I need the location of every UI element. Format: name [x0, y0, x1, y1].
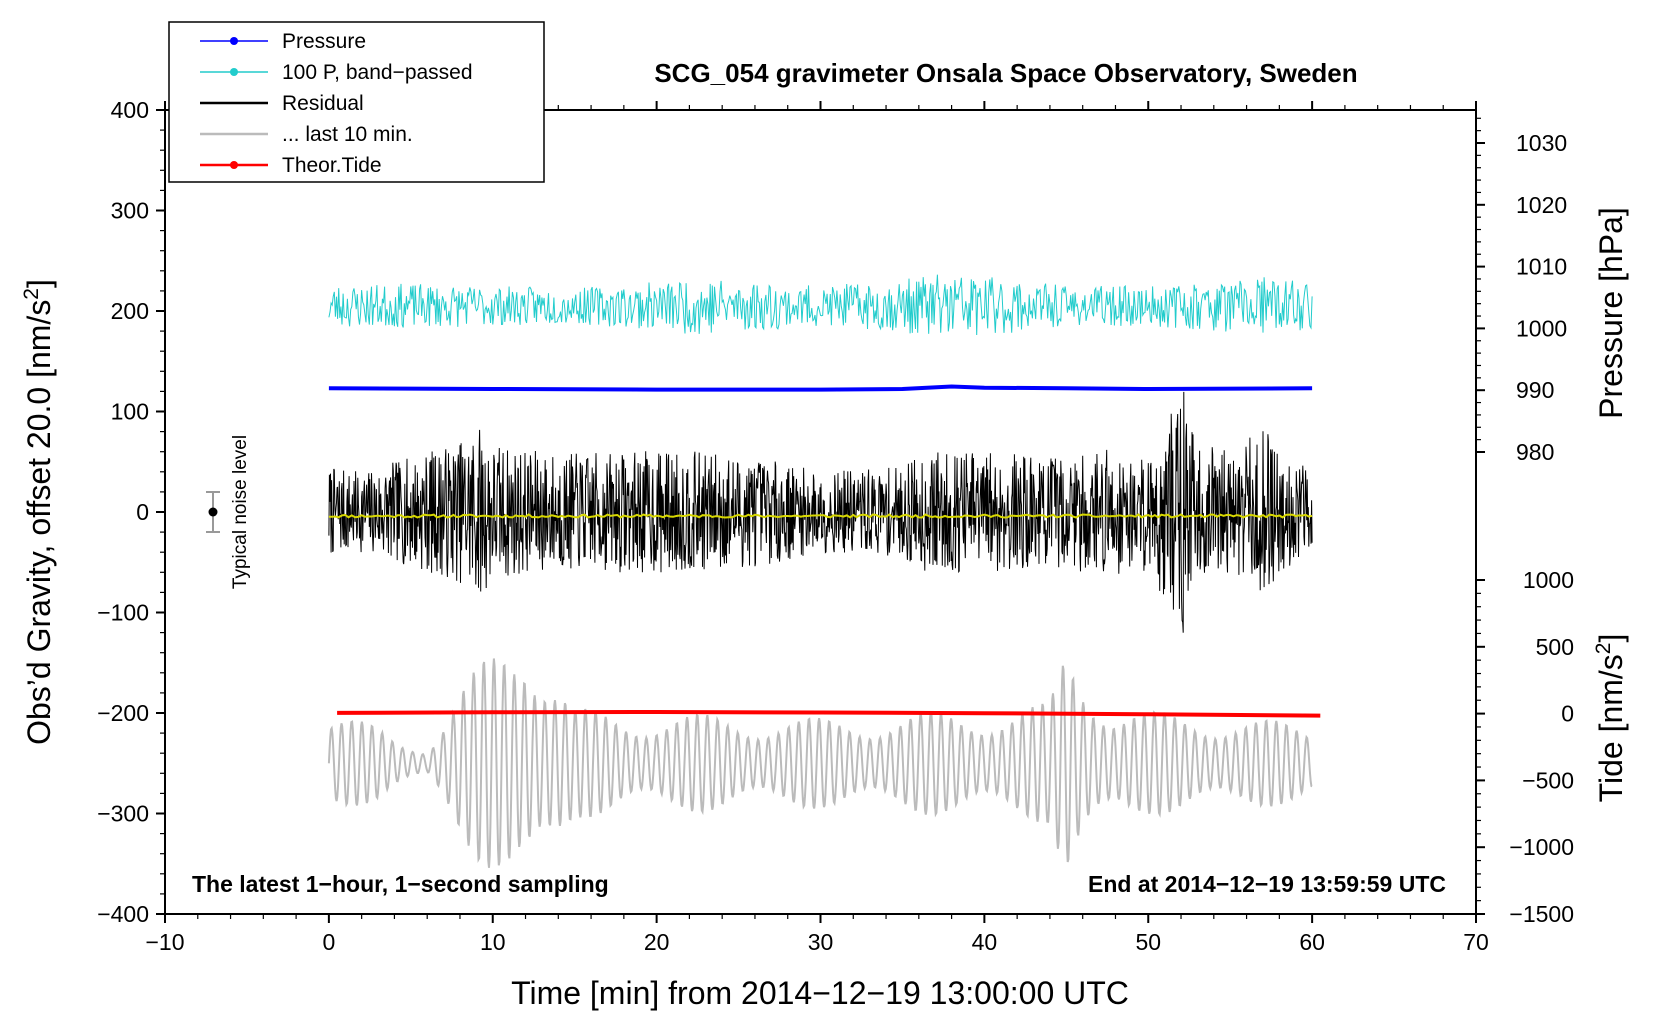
x-tick-label: 70: [1463, 929, 1489, 955]
x-tick-label: 0: [322, 929, 335, 955]
x-tick-label: 20: [644, 929, 670, 955]
x-tick-label: 10: [480, 929, 506, 955]
y-axis-label-left-end: ]: [21, 279, 57, 288]
x-tick-label: 50: [1135, 929, 1161, 955]
series-last-10-min-line: [327, 658, 1313, 868]
series-theoretical-tide-line: [337, 709, 1321, 718]
pressure-tick-label: 990: [1516, 377, 1554, 403]
y-tick-label: −300: [97, 801, 149, 827]
legend-entries: Pressure 100 P, band−passed Residual ... la…: [200, 30, 473, 177]
y-axis-label-left-sup: 2: [20, 288, 43, 300]
x-tick-label: 40: [972, 929, 998, 955]
legend-label: Theor.Tide: [282, 154, 382, 177]
x-tick-label: −10: [145, 929, 184, 955]
pressure-tick-label: 1020: [1516, 192, 1567, 218]
y-tick-label: 300: [111, 198, 149, 224]
legend-label: ... last 10 min.: [282, 123, 413, 146]
x-axis-label: Time [min] from 2014−12−19 13:00:00 UTC: [511, 975, 1129, 1011]
y-axis-label-tide: Tide [nm/s2]: [1592, 634, 1629, 803]
y-tick-label: 0: [136, 499, 149, 525]
tide-tick-label: −1500: [1509, 901, 1574, 927]
x-tick-label: 60: [1299, 929, 1325, 955]
y-axis-label-pressure: Pressure [hPa]: [1593, 207, 1629, 419]
legend-label: 100 P, band−passed: [282, 61, 473, 84]
y-tick-label: 200: [111, 298, 149, 324]
pressure-tick-label: 980: [1516, 439, 1554, 465]
tide-tick-label: 500: [1536, 634, 1574, 660]
y-axis-label-tide-main: Tide [nm/s: [1593, 654, 1629, 802]
y-tick-label: −100: [97, 600, 149, 626]
tide-tick-label: −1000: [1509, 834, 1574, 860]
legend-marker: [230, 161, 238, 169]
y-axis-label-tide-end: ]: [1593, 634, 1629, 643]
noise-point: [208, 507, 218, 517]
legend-label: Pressure: [282, 30, 366, 53]
series-layer: [327, 274, 1321, 868]
series-bandpassed-pressure-line: [328, 274, 1313, 336]
series-pressure-line: [328, 384, 1313, 392]
annotation-sampling: The latest 1−hour, 1−second sampling: [192, 871, 609, 897]
tide-tick-label: −500: [1522, 767, 1574, 793]
legend-label: Residual: [282, 92, 364, 115]
noise-level-marker: Typical noise level: [206, 435, 251, 589]
tide-tick-label: 0: [1561, 701, 1574, 727]
tick-layer: −10 0 10 20 30 40 50 60 70−400−300−200−100010020…: [97, 97, 1574, 955]
y-tick-label: −400: [97, 901, 149, 927]
pressure-tick-label: 1030: [1516, 130, 1567, 156]
noise-level-label: Typical noise level: [230, 435, 251, 589]
chart-title: SCG_054 gravimeter Onsala Space Observat…: [654, 58, 1357, 88]
pressure-tick-label: 1000: [1516, 315, 1567, 341]
series-residual-mean-line: [328, 513, 1313, 519]
series-residual-line: [328, 391, 1313, 633]
pressure-tick-label: 1010: [1516, 254, 1567, 280]
tide-tick-label: 1000: [1523, 567, 1574, 593]
annotation-end-time: End at 2014−12−19 13:59:59 UTC: [1088, 871, 1446, 897]
y-tick-label: 400: [111, 97, 149, 123]
y-axis-label-left: Obs’d Gravity, offset 20.0 [nm/s2]: [20, 279, 57, 745]
y-tick-label: −200: [97, 700, 149, 726]
legend: Pressure 100 P, band−passed Residual ... la…: [168, 21, 545, 183]
y-tick-label: 100: [111, 399, 149, 425]
x-tick-label: 30: [808, 929, 834, 955]
y-axis-label-tide-sup: 2: [1592, 643, 1615, 655]
legend-marker: [230, 68, 238, 76]
y-axis-label-left-main: Obs’d Gravity, offset 20.0 [nm/s: [21, 300, 57, 745]
legend-marker: [230, 37, 238, 45]
